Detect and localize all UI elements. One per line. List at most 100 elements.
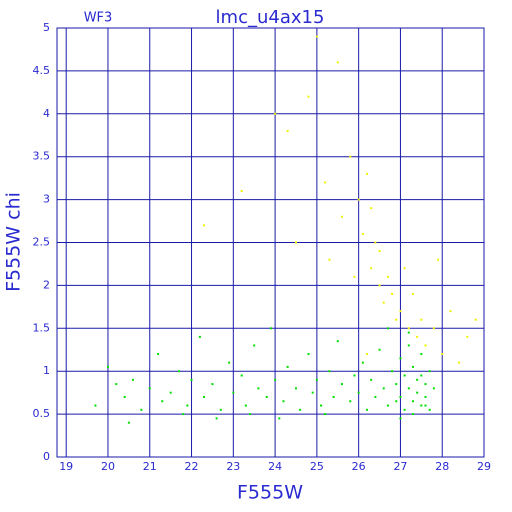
x-tick-label: 28 bbox=[435, 460, 449, 473]
point bbox=[228, 361, 231, 364]
y-tick-label: 1 bbox=[43, 364, 50, 377]
point bbox=[294, 241, 297, 244]
point bbox=[403, 267, 406, 270]
point bbox=[378, 348, 381, 351]
point bbox=[286, 129, 289, 132]
point bbox=[340, 383, 343, 386]
point bbox=[395, 400, 398, 403]
point bbox=[315, 378, 318, 381]
point bbox=[428, 408, 431, 411]
point bbox=[407, 344, 410, 347]
point bbox=[370, 207, 373, 210]
x-tick-label: 25 bbox=[310, 460, 324, 473]
point bbox=[411, 413, 414, 416]
point bbox=[253, 344, 256, 347]
point bbox=[420, 353, 423, 356]
y-tick-label: 0.5 bbox=[33, 407, 51, 420]
point bbox=[391, 370, 394, 373]
point bbox=[466, 335, 469, 338]
point bbox=[340, 215, 343, 218]
point bbox=[432, 327, 435, 330]
point bbox=[324, 413, 327, 416]
point bbox=[366, 353, 369, 356]
point bbox=[395, 318, 398, 321]
point bbox=[269, 327, 272, 330]
point bbox=[357, 391, 360, 394]
y-tick-label: 4 bbox=[43, 107, 50, 120]
point bbox=[395, 383, 398, 386]
x-tick-label: 26 bbox=[352, 460, 366, 473]
point bbox=[278, 417, 281, 420]
point bbox=[386, 404, 389, 407]
point bbox=[382, 387, 385, 390]
y-tick-label: 4.5 bbox=[33, 64, 51, 77]
x-axis-label: F555W bbox=[237, 482, 303, 504]
point bbox=[353, 374, 356, 377]
x-tick-label: 21 bbox=[143, 460, 157, 473]
point bbox=[161, 400, 164, 403]
point bbox=[407, 331, 410, 334]
point bbox=[378, 250, 381, 253]
point bbox=[474, 318, 477, 321]
y-tick-label: 2.5 bbox=[33, 236, 51, 249]
point bbox=[366, 172, 369, 175]
point bbox=[437, 258, 440, 261]
point bbox=[441, 353, 444, 356]
point bbox=[411, 292, 414, 295]
point bbox=[416, 335, 419, 338]
point bbox=[274, 112, 277, 115]
y-tick-label: 2 bbox=[43, 278, 50, 291]
point bbox=[307, 95, 310, 98]
point bbox=[211, 383, 214, 386]
point bbox=[215, 417, 218, 420]
point bbox=[219, 408, 222, 411]
point bbox=[424, 383, 427, 386]
point bbox=[307, 353, 310, 356]
point bbox=[420, 374, 423, 377]
point bbox=[198, 335, 201, 338]
point bbox=[274, 378, 277, 381]
point bbox=[361, 232, 364, 235]
point bbox=[282, 400, 285, 403]
point bbox=[399, 310, 402, 313]
point bbox=[424, 344, 427, 347]
point bbox=[232, 391, 235, 394]
point bbox=[324, 181, 327, 184]
point bbox=[420, 318, 423, 321]
point bbox=[416, 378, 419, 381]
point bbox=[403, 374, 406, 377]
y-tick-label: 1.5 bbox=[33, 321, 51, 334]
point bbox=[399, 417, 402, 420]
point bbox=[132, 378, 135, 381]
point bbox=[416, 391, 419, 394]
x-tick-label: 23 bbox=[226, 460, 240, 473]
y-tick-label: 3 bbox=[43, 193, 50, 206]
point bbox=[186, 404, 189, 407]
point bbox=[336, 61, 339, 64]
point bbox=[399, 357, 402, 360]
point bbox=[240, 190, 243, 193]
point bbox=[370, 378, 373, 381]
point bbox=[244, 404, 247, 407]
chart-title: lmc_u4ax15 bbox=[216, 7, 325, 28]
point bbox=[457, 361, 460, 364]
point bbox=[320, 404, 323, 407]
point bbox=[157, 353, 160, 356]
point bbox=[190, 378, 193, 381]
point bbox=[349, 400, 352, 403]
point bbox=[382, 301, 385, 304]
point bbox=[349, 155, 352, 158]
plot-frame bbox=[56, 27, 485, 458]
point bbox=[249, 413, 252, 416]
point bbox=[127, 421, 130, 424]
point bbox=[203, 224, 206, 227]
point bbox=[106, 365, 109, 368]
point bbox=[332, 395, 335, 398]
point bbox=[374, 241, 377, 244]
point bbox=[94, 404, 97, 407]
x-tick-label: 29 bbox=[477, 460, 491, 473]
x-tick-label: 24 bbox=[268, 460, 282, 473]
point bbox=[411, 400, 414, 403]
point bbox=[182, 413, 185, 416]
point bbox=[140, 408, 143, 411]
